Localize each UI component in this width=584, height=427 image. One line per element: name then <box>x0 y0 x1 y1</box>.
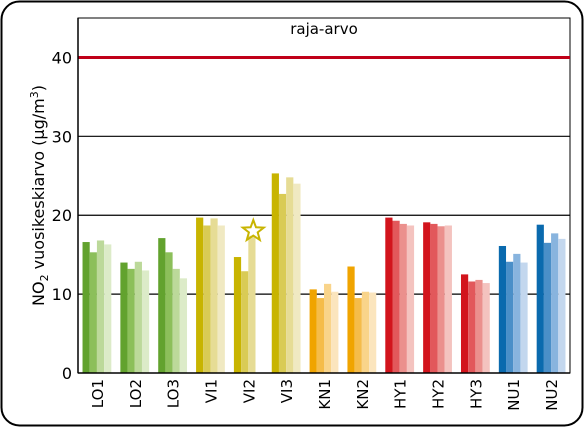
bar-vi2-2 <box>241 271 249 373</box>
bar-hy1-1 <box>385 217 393 373</box>
star-marker <box>240 217 267 243</box>
y-tick-label: 30 <box>52 127 72 146</box>
bar-lo3-1 <box>158 238 166 373</box>
bar-kn2-1 <box>347 266 355 373</box>
bar-layer <box>82 173 566 373</box>
bar-lo2-2 <box>127 268 135 373</box>
bar-vi3-3 <box>286 177 294 373</box>
bar-nu1-3 <box>513 253 521 373</box>
bar-vi1-1 <box>196 217 204 373</box>
x-tick-label: HY2 <box>430 379 448 409</box>
bar-hy1-2 <box>392 220 400 373</box>
bar-vi2-1 <box>233 257 242 373</box>
bar-hy3-2 <box>468 281 476 373</box>
x-tick-label: HY3 <box>467 379 485 409</box>
x-tick-label: KN1 <box>316 379 334 410</box>
x-tick-label: VI3 <box>278 379 296 403</box>
bar-nu1-4 <box>520 262 528 373</box>
bar-lo1-4 <box>104 244 112 373</box>
bar-lo2-3 <box>134 261 142 373</box>
bar-kn1-4 <box>331 291 339 373</box>
y-tick-label: 40 <box>52 48 72 67</box>
bar-vi3-1 <box>271 173 279 373</box>
bar-hy1-3 <box>399 223 407 373</box>
x-tick-label: VI2 <box>240 379 258 403</box>
bar-lo2-4 <box>141 270 150 373</box>
marker-layer <box>240 217 267 243</box>
bar-lo2-1 <box>120 262 128 373</box>
x-tick-label: LO2 <box>127 379 145 408</box>
x-tick-label: NU1 <box>505 379 523 411</box>
axis-layer <box>77 18 570 374</box>
bar-hy3-3 <box>475 279 483 373</box>
bar-vi1-2 <box>203 225 211 373</box>
bar-lo3-2 <box>165 252 173 373</box>
bar-kn2-3 <box>361 291 370 373</box>
bar-hy2-2 <box>430 223 438 373</box>
x-tick-label: HY1 <box>392 379 410 409</box>
bar-vi1-3 <box>210 218 218 373</box>
bar-nu2-1 <box>536 224 544 373</box>
bar-hy3-4 <box>482 283 490 373</box>
bar-nu1-1 <box>498 245 507 373</box>
bar-lo3-4 <box>179 278 188 373</box>
bar-kn2-2 <box>354 298 362 373</box>
bar-kn2-4 <box>369 292 377 373</box>
bar-hy2-1 <box>423 222 431 373</box>
bar-hy2-3 <box>437 226 445 373</box>
bar-nu1-2 <box>506 261 514 373</box>
y-tick-label: 0 <box>62 364 72 383</box>
bar-lo1-2 <box>89 252 97 373</box>
bar-kn1-2 <box>316 298 324 373</box>
bar-vi2-3 <box>248 235 256 373</box>
bar-nu2-4 <box>558 238 566 373</box>
bar-vi1-4 <box>217 225 225 373</box>
bar-vi3-2 <box>278 193 287 373</box>
label-layer: 0 10 20 30 40 raja-arvo LO1 LO2 LO3 VI1 VI2 VI3 KN1 K… <box>28 20 561 411</box>
x-tick-label: VI1 <box>202 379 220 403</box>
bar-kn1-1 <box>309 289 317 373</box>
bar-nu2-2 <box>543 242 552 373</box>
bar-lo1-3 <box>96 240 105 373</box>
y-axis-title: NO2 vuosikeskiarvo (µg/m3) <box>28 85 51 306</box>
bar-hy3-1 <box>460 274 469 373</box>
bar-hy1-4 <box>406 225 415 373</box>
bar-hy2-4 <box>444 225 452 373</box>
x-tick-label: LO3 <box>165 379 183 408</box>
limit-label: raja-arvo <box>290 20 358 38</box>
bar-lo3-3 <box>172 268 180 373</box>
bar-vi3-4 <box>293 183 301 373</box>
bar-kn1-3 <box>324 283 332 373</box>
x-tick-label: KN2 <box>354 379 372 410</box>
bar-nu2-3 <box>551 233 559 373</box>
bar-lo1-1 <box>82 242 90 373</box>
x-tick-label: LO1 <box>89 379 107 408</box>
y-tick-label: 20 <box>52 206 72 225</box>
x-tick-label: NU2 <box>543 379 561 411</box>
y-tick-label: 10 <box>52 285 72 304</box>
